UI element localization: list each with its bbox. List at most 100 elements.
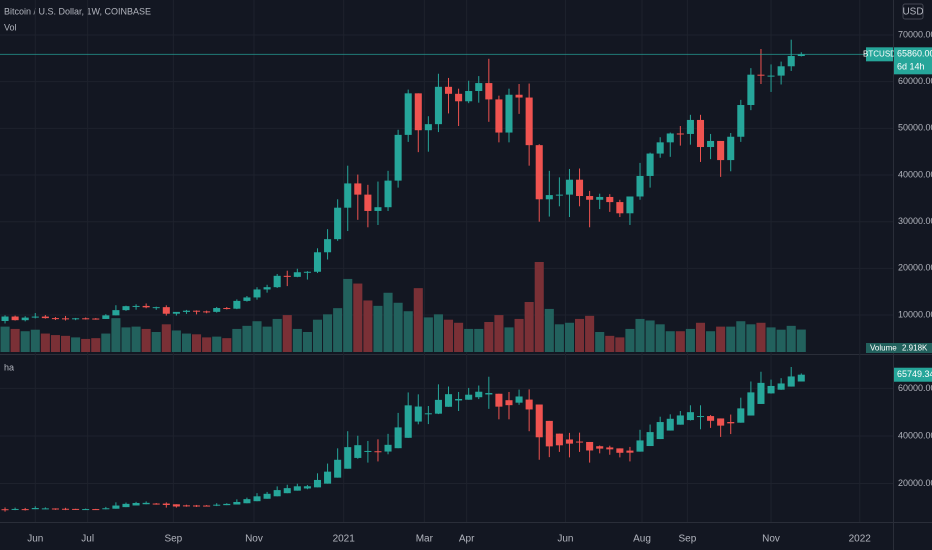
volume-bar: [454, 322, 464, 352]
ha-candle-body: [324, 471, 332, 484]
x-tick-label: Aug: [633, 534, 651, 545]
volume-bar: [635, 318, 645, 352]
volume-bar: [484, 322, 494, 352]
volume-bar: [403, 311, 413, 352]
candle-body: [82, 318, 90, 320]
volume-bar: [202, 337, 212, 352]
y-tick-label: 60000.00: [898, 76, 932, 86]
volume-bar: [141, 328, 151, 352]
volume-bar: [695, 322, 706, 352]
ha-last-label: 65749.34: [897, 369, 932, 379]
candle-body: [374, 207, 382, 211]
candle-body: [505, 94, 513, 133]
volume-bar: [726, 326, 736, 352]
candle-body: [142, 305, 150, 308]
ha-candle-body: [646, 432, 654, 447]
candle-body: [92, 318, 100, 320]
candle-body: [303, 271, 311, 273]
ha-candle-body: [787, 376, 795, 387]
volume-bar: [212, 336, 222, 352]
candle-body: [394, 134, 402, 181]
ha-candle-body: [656, 422, 664, 440]
ha-candle-body: [444, 394, 453, 407]
candle-body: [707, 140, 715, 148]
y-tick-label: 40000.00: [898, 169, 932, 179]
volume-bar: [192, 334, 202, 352]
volume-bar: [30, 329, 40, 352]
ha-candle-body: [555, 433, 563, 446]
ha-candle-body: [596, 446, 604, 449]
ha-candle-body: [434, 399, 442, 414]
volume-bar: [91, 338, 101, 352]
ha-candle-body: [666, 418, 674, 431]
ha-candle-body: [717, 418, 725, 426]
candle-body: [233, 300, 241, 309]
ha-candle-body: [757, 382, 765, 404]
volume-bar: [685, 328, 695, 352]
x-tick-label: Sep: [164, 534, 182, 545]
y-tick-label: 70000.00: [898, 29, 932, 39]
y-tick-label: 50000.00: [898, 123, 932, 133]
candle-body: [485, 83, 493, 100]
last-price-label: 65860.00: [897, 49, 932, 59]
candle-body: [565, 179, 573, 195]
ha-candle-body: [193, 505, 201, 507]
volume-bar: [544, 308, 554, 352]
candle-body: [51, 318, 59, 320]
ha-candle-body: [797, 374, 805, 382]
volume-bar: [534, 262, 544, 352]
candle-body: [213, 308, 221, 312]
volume-badge: [866, 343, 932, 353]
volume-bar: [0, 326, 10, 352]
ha-candle-body: [92, 509, 100, 511]
volume-bar: [655, 324, 665, 352]
volume-bar: [564, 322, 574, 352]
ha-candle-body: [21, 509, 29, 511]
candle-body: [646, 153, 654, 176]
candle-body: [787, 56, 795, 67]
volume-bar: [302, 332, 312, 352]
candle-body: [354, 183, 362, 195]
volume-bar: [343, 278, 353, 352]
volume-last-label: 2.918K: [902, 344, 928, 353]
candle-body: [465, 91, 473, 102]
candle-body: [414, 93, 422, 131]
volume-bar: [736, 321, 746, 352]
candle-body: [404, 93, 412, 135]
candle-body: [555, 194, 563, 196]
candle-body: [182, 310, 190, 312]
volume-bar: [625, 328, 635, 352]
volume-bar: [716, 326, 726, 352]
candle-body: [737, 105, 745, 137]
symbol-badge: [866, 47, 893, 62]
candle-body: [122, 306, 130, 311]
volume-bar: [282, 315, 292, 352]
ha-candle-body: [112, 505, 120, 509]
candle-body: [253, 289, 261, 298]
volume-bar: [756, 322, 766, 352]
candle-body: [172, 311, 180, 314]
volume-bar: [595, 332, 605, 352]
volume-bar: [151, 332, 161, 352]
candle-body: [767, 75, 775, 77]
volume-bar: [433, 314, 443, 352]
candle-body: [324, 239, 332, 253]
candle-body: [727, 136, 735, 161]
ha-candle-body: [11, 508, 19, 510]
volume-bar: [171, 330, 181, 352]
volume-bar: [514, 318, 524, 352]
volume-bar: [161, 324, 171, 352]
ha-candle-body: [172, 504, 180, 507]
candle-body: [273, 275, 281, 288]
candle-body: [515, 94, 523, 98]
currency-box[interactable]: [902, 3, 924, 20]
ha-candle-body: [31, 508, 39, 510]
volume-bar: [81, 338, 91, 352]
candle-body: [31, 316, 39, 318]
volume-bar: [413, 288, 423, 352]
candle-body: [606, 196, 614, 203]
ha-candle-body: [51, 508, 59, 510]
candle-body: [636, 175, 644, 197]
